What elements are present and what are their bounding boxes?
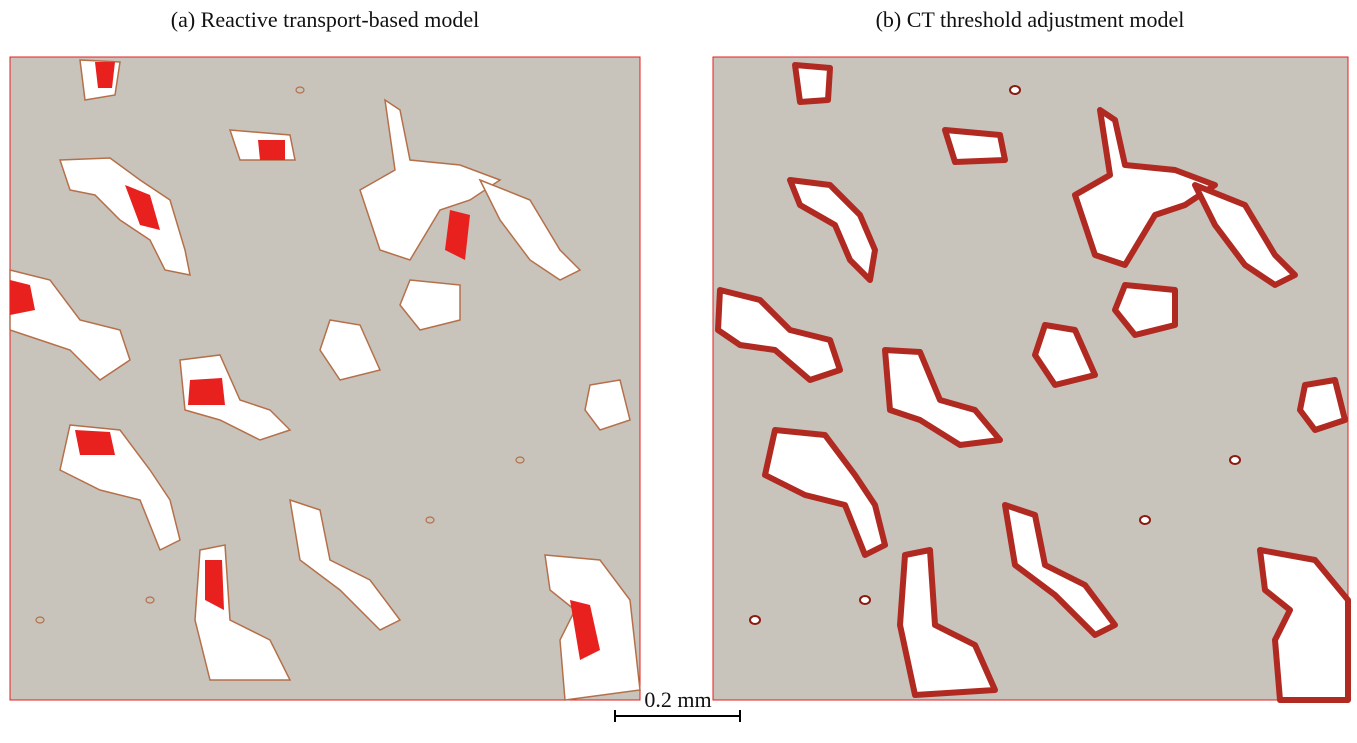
- pore: [1032, 322, 1098, 388]
- pore: [1297, 377, 1348, 433]
- pore: [1192, 182, 1298, 288]
- pore: [897, 547, 998, 698]
- reacted-region: [205, 560, 224, 610]
- pore: [762, 427, 888, 558]
- pore: [59, 424, 181, 552]
- pore-speck: [1229, 455, 1241, 465]
- scale-label: 0.2 mm: [644, 687, 711, 712]
- pore: [58, 157, 191, 276]
- pore-speck: [295, 86, 305, 94]
- panel-a: [9, 56, 641, 701]
- reacted-region: [75, 430, 115, 455]
- pore-speck: [1009, 85, 1021, 95]
- pore: [1072, 107, 1218, 268]
- pore: [1112, 282, 1178, 338]
- pore-speck: [425, 516, 435, 524]
- scale-bar: 0.2 mm: [614, 687, 741, 722]
- pore: [1002, 502, 1118, 638]
- reacted-region: [570, 600, 600, 660]
- panel-title: (b) CT threshold adjustment model: [876, 7, 1185, 32]
- pore-speck: [1139, 515, 1151, 525]
- pore: [9, 269, 131, 381]
- pore-speck: [749, 615, 761, 625]
- pore: [359, 98, 502, 261]
- pore-speck: [515, 456, 525, 464]
- pore: [792, 62, 833, 105]
- pore: [399, 279, 461, 331]
- pore: [289, 498, 402, 631]
- panel-b: [712, 56, 1351, 703]
- reacted-region: [258, 140, 285, 160]
- pore-speck: [35, 616, 45, 624]
- reacted-region: [188, 378, 225, 405]
- pore-speck: [145, 596, 155, 604]
- reacted-region: [125, 185, 160, 230]
- pore: [882, 347, 1003, 448]
- panel-title: (a) Reactive transport-based model: [171, 7, 479, 32]
- panel-background: [9, 56, 641, 701]
- reacted-region: [10, 280, 35, 315]
- pore: [715, 287, 843, 383]
- pore: [179, 354, 292, 441]
- pore-speck: [859, 595, 871, 605]
- pore: [942, 127, 1008, 165]
- pore: [319, 319, 382, 381]
- pore: [1257, 547, 1351, 703]
- pore: [584, 379, 631, 431]
- reacted-region: [445, 210, 470, 260]
- pore: [787, 177, 878, 283]
- pore: [478, 178, 582, 281]
- reacted-region: [95, 62, 115, 88]
